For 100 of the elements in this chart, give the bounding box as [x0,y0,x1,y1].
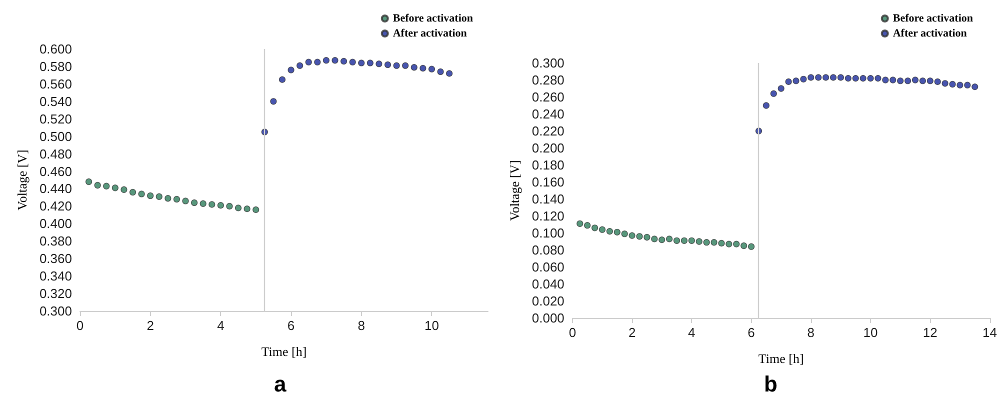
point [733,240,740,248]
x-tick-label: 10 [863,325,878,340]
point [867,75,874,82]
y-tick-label: 0.000 [532,310,564,326]
point [182,198,189,204]
point [252,206,260,213]
point [822,74,830,81]
point [147,192,154,200]
point [703,239,710,246]
point [621,230,628,238]
point [740,242,748,250]
point [103,182,110,190]
point [322,57,330,64]
point [591,224,598,232]
text: b [764,372,778,396]
point [200,200,206,207]
y-tick-label: 0.600 [39,42,72,56]
point [770,90,777,97]
point [658,236,666,244]
point [112,184,118,192]
point [890,76,896,84]
point [844,75,852,82]
legend-label: After activation [892,28,967,40]
point [94,182,101,189]
x-tick-label: 4 [217,318,224,333]
point [949,80,956,88]
y-tick-label: 0.180 [532,158,564,172]
point [234,204,242,212]
point [270,98,277,105]
point [912,76,919,84]
y-tick-label: 0.080 [532,242,564,258]
y-tick-label: 0.340 [39,268,72,284]
point [402,62,409,69]
point [726,240,732,248]
y-tick-label: 0.260 [532,90,564,104]
y-tick-label: 0.500 [39,128,72,144]
point [673,237,680,244]
legend-label: Before activation [392,12,474,24]
x-tick-label: 2 [146,318,154,333]
x-tick-label: 10 [424,318,439,333]
point [173,196,180,203]
point [778,85,784,92]
point [437,68,444,76]
point [710,239,718,246]
y-tick-label: 0.480 [39,146,72,162]
point [785,78,792,85]
y-tick-label: 0.300 [532,56,564,70]
x-tick-label: 6 [748,325,755,340]
point [129,188,136,196]
point [340,58,348,65]
y-tick-label: 0.400 [39,216,72,232]
point [919,78,926,84]
y-tick-label: 0.040 [532,276,564,292]
point [164,195,172,202]
point [934,78,941,85]
point [120,186,128,193]
point [584,222,591,229]
point [376,60,382,68]
x-axis-title: Time [h] [261,344,307,359]
x-axis-title: Time [h] [758,351,804,366]
y-tick-label: 0.300 [39,304,72,318]
y-tick-label: 0.140 [532,192,564,206]
point [666,236,673,242]
y-tick-label: 0.060 [532,260,564,274]
point [446,70,453,77]
y-tick-label: 0.220 [532,124,564,138]
y-tick-label: 0.560 [39,76,72,92]
y-tick-label: 0.160 [532,174,564,190]
point [830,74,837,81]
point [792,78,800,84]
point [138,190,145,198]
y-tick-label: 0.440 [39,181,72,196]
point [393,62,400,69]
point [956,82,964,88]
y-tick-label: 0.520 [39,111,72,126]
point [628,232,636,239]
y-tick-label: 0.240 [532,106,564,122]
y-axis-title: Voltage [V] [14,150,30,210]
point [964,82,971,88]
point [882,76,889,84]
x-tick-label: 8 [807,325,815,340]
point [366,60,374,66]
y-tick-label: 0.580 [39,58,72,74]
point [800,76,807,82]
point [288,66,294,74]
point [614,228,620,236]
point [897,78,904,84]
point [762,102,770,109]
point [942,80,948,87]
y-tick-label: 0.360 [39,251,72,266]
point [606,228,613,235]
point [208,201,216,208]
x-tick-label: 2 [628,325,636,340]
y-tick-label: 0.200 [532,140,564,156]
y-tick-label: 0.320 [39,286,72,302]
x-tick-label: 0 [568,325,576,340]
point [156,193,162,200]
point [651,236,658,242]
point [852,75,859,82]
y-tick-label: 0.380 [39,234,72,249]
